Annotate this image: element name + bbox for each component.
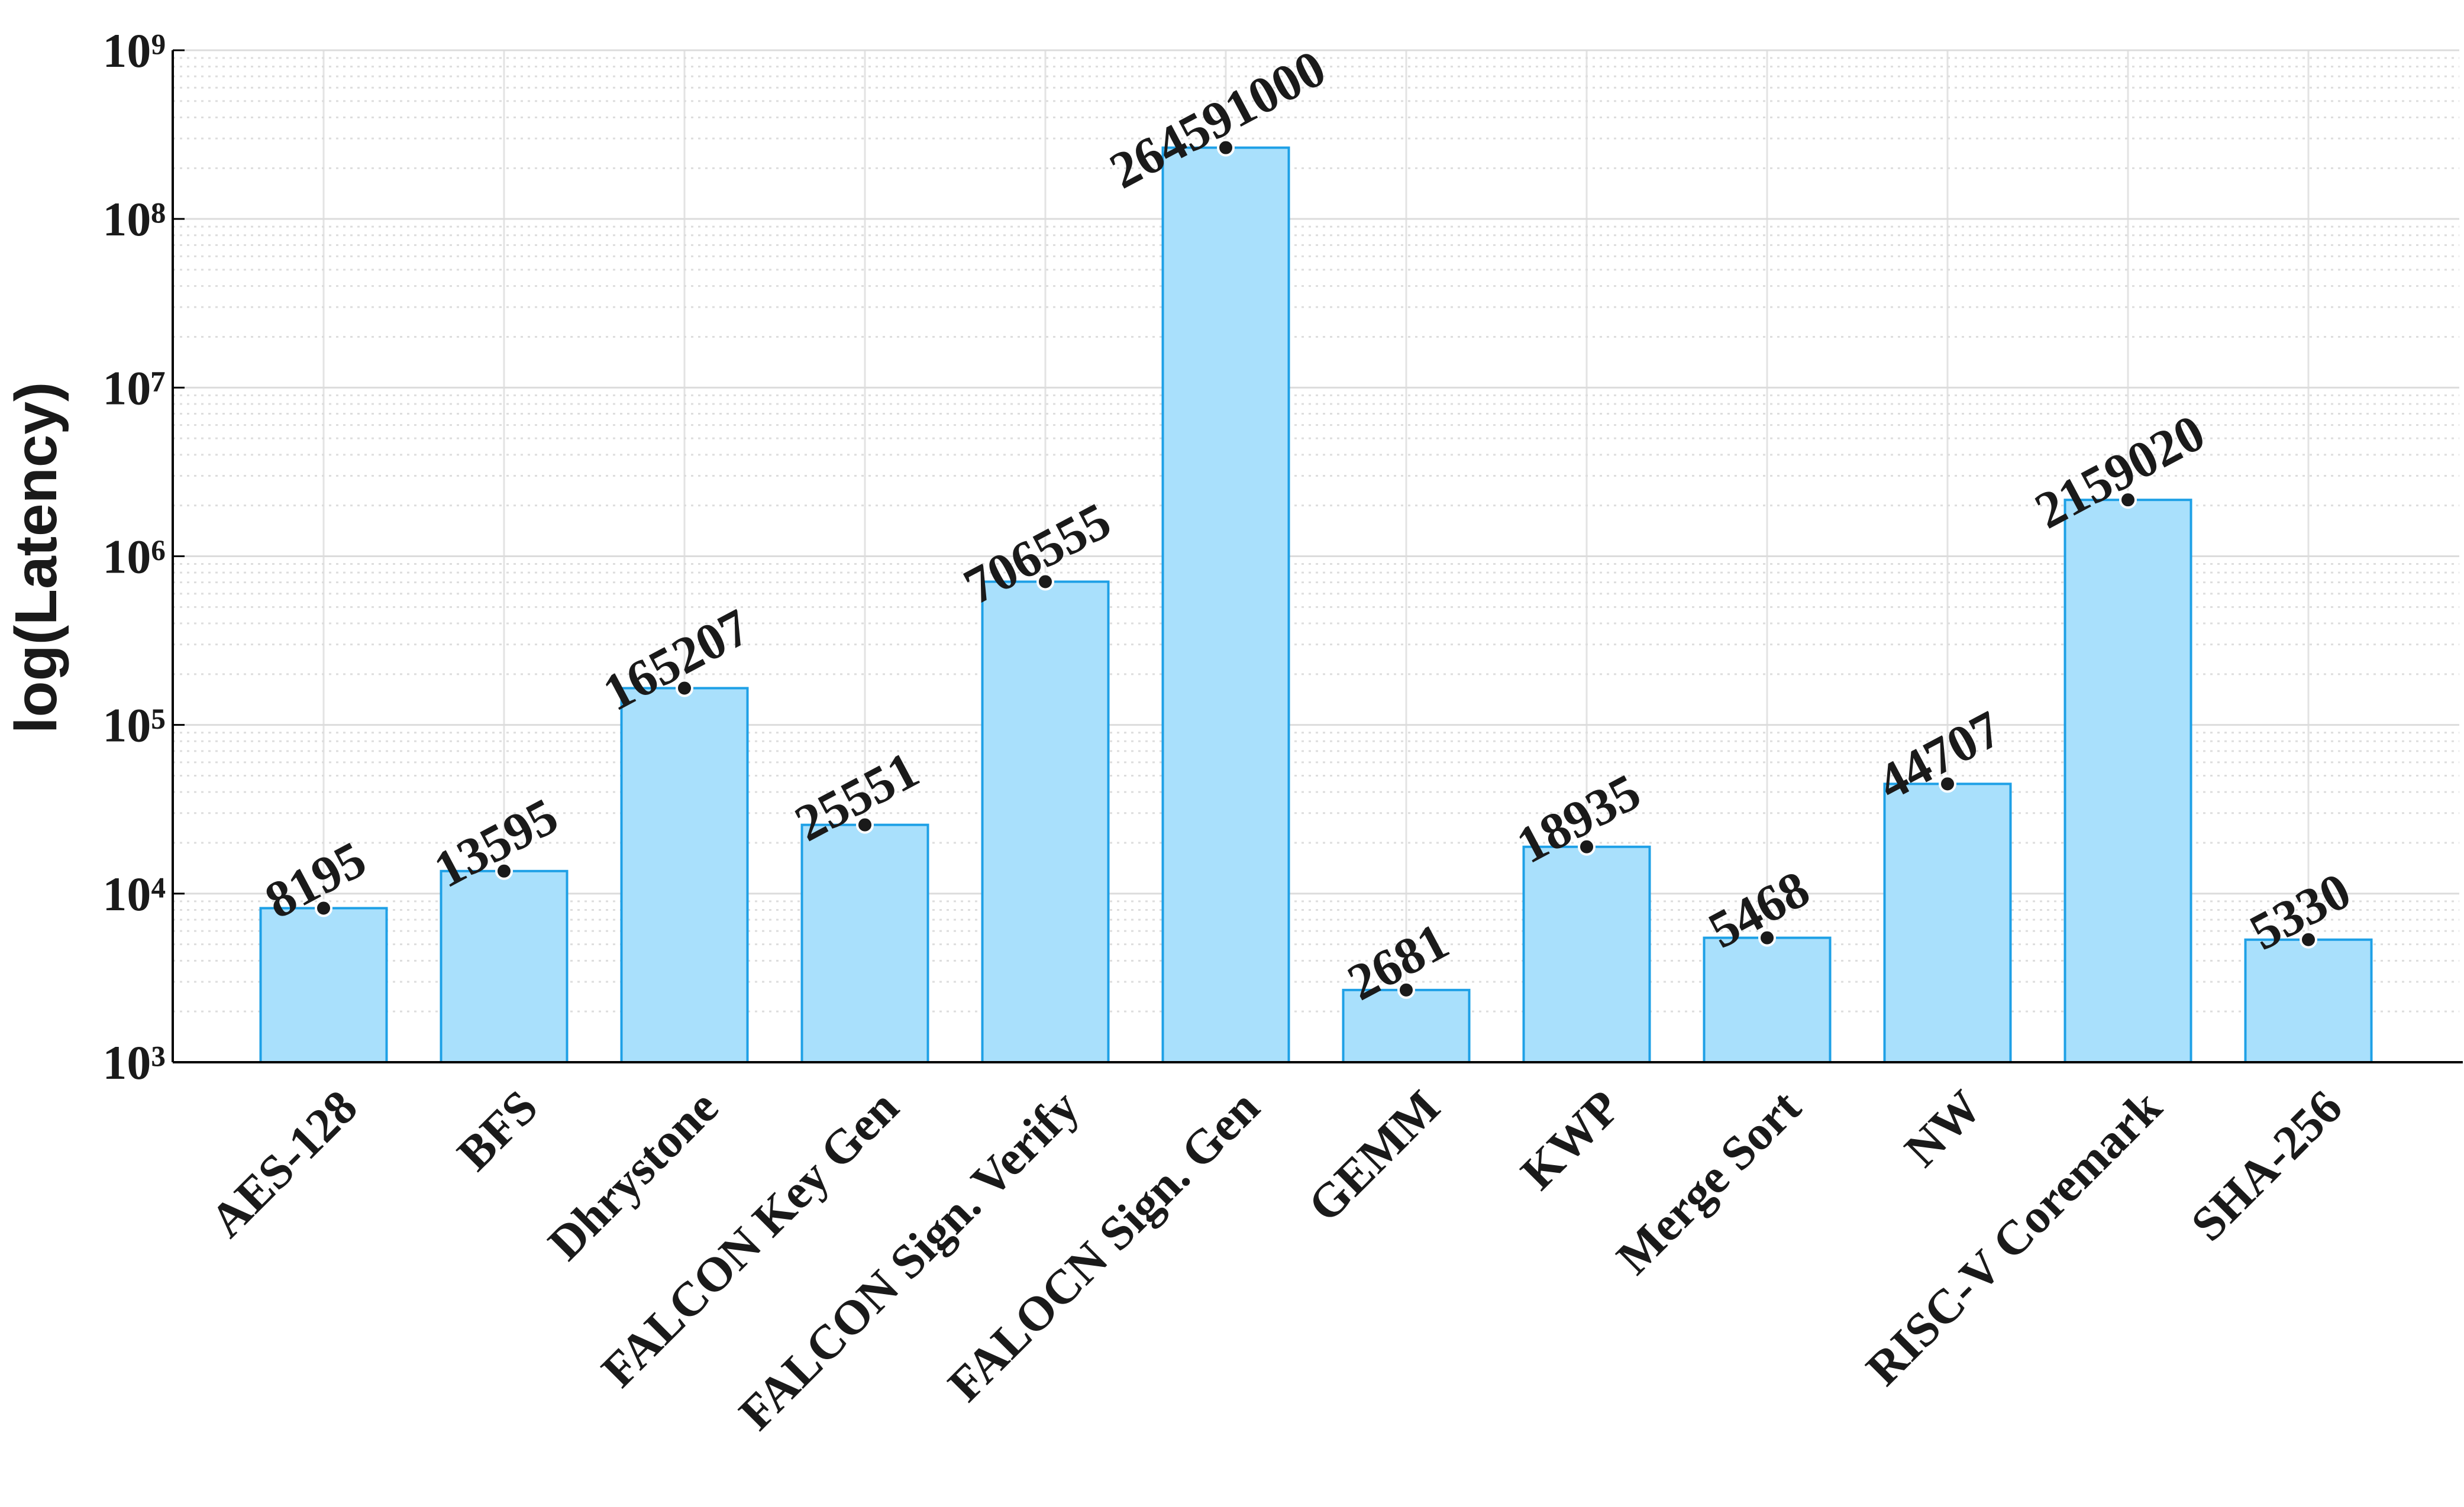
y-tick-label: 10⁹ xyxy=(102,24,166,77)
bar-top-marker xyxy=(856,816,874,834)
bar-top-marker xyxy=(2300,930,2317,949)
bar-top-marker xyxy=(1217,138,1235,157)
bar-top-marker xyxy=(315,899,332,917)
bar-top-marker xyxy=(1036,573,1054,591)
bar-top-marker xyxy=(1397,981,1415,999)
bar xyxy=(440,869,569,1063)
x-tick-label: NW xyxy=(1894,1080,1991,1177)
x-tick-label: FALCON Key Gen xyxy=(591,1080,909,1398)
x-tick-label: FALCON Sign. Verify xyxy=(729,1080,1089,1440)
x-tick-label: GEMM xyxy=(1297,1080,1450,1233)
bar xyxy=(1703,936,1832,1064)
y-tick-label: 10⁶ xyxy=(102,530,166,584)
x-tick-label: Dhrystone xyxy=(538,1080,728,1270)
bar-top-marker xyxy=(1758,929,1776,947)
y-tick-label: 10⁵ xyxy=(102,698,166,752)
x-tick-label: SHA-256 xyxy=(2181,1080,2352,1251)
bar xyxy=(1883,782,2012,1063)
bar xyxy=(2063,499,2192,1063)
bar xyxy=(259,907,388,1064)
x-tick-label: KWP xyxy=(1510,1080,1630,1200)
bar-top-marker xyxy=(676,679,693,697)
y-tick-label: 10⁸ xyxy=(102,192,166,246)
bar-top-marker xyxy=(2119,491,2137,509)
bar xyxy=(800,823,929,1063)
y-tick-label: 10³ xyxy=(102,1036,166,1089)
x-tick-label: Merge Sort xyxy=(1606,1080,1811,1285)
bar xyxy=(1161,146,1290,1063)
x-tick-label: AES-128 xyxy=(200,1080,367,1247)
bar-top-marker xyxy=(1578,837,1596,856)
bar xyxy=(2244,938,2373,1063)
bar xyxy=(620,687,749,1063)
bar xyxy=(981,580,1110,1063)
y-tick-label: 10⁷ xyxy=(102,361,166,415)
x-tick-label: BFS xyxy=(447,1080,548,1181)
bar xyxy=(1522,845,1651,1063)
x-tick-label: RISC-V Coremark xyxy=(1856,1079,2172,1395)
x-tick-label: FALOCN Sign. Gen xyxy=(938,1080,1270,1412)
y-axis-label: log(Latency) xyxy=(3,382,69,733)
y-tick-label: 10⁴ xyxy=(102,867,166,921)
bar-top-marker xyxy=(1939,775,1956,793)
bar-top-marker xyxy=(495,862,513,880)
